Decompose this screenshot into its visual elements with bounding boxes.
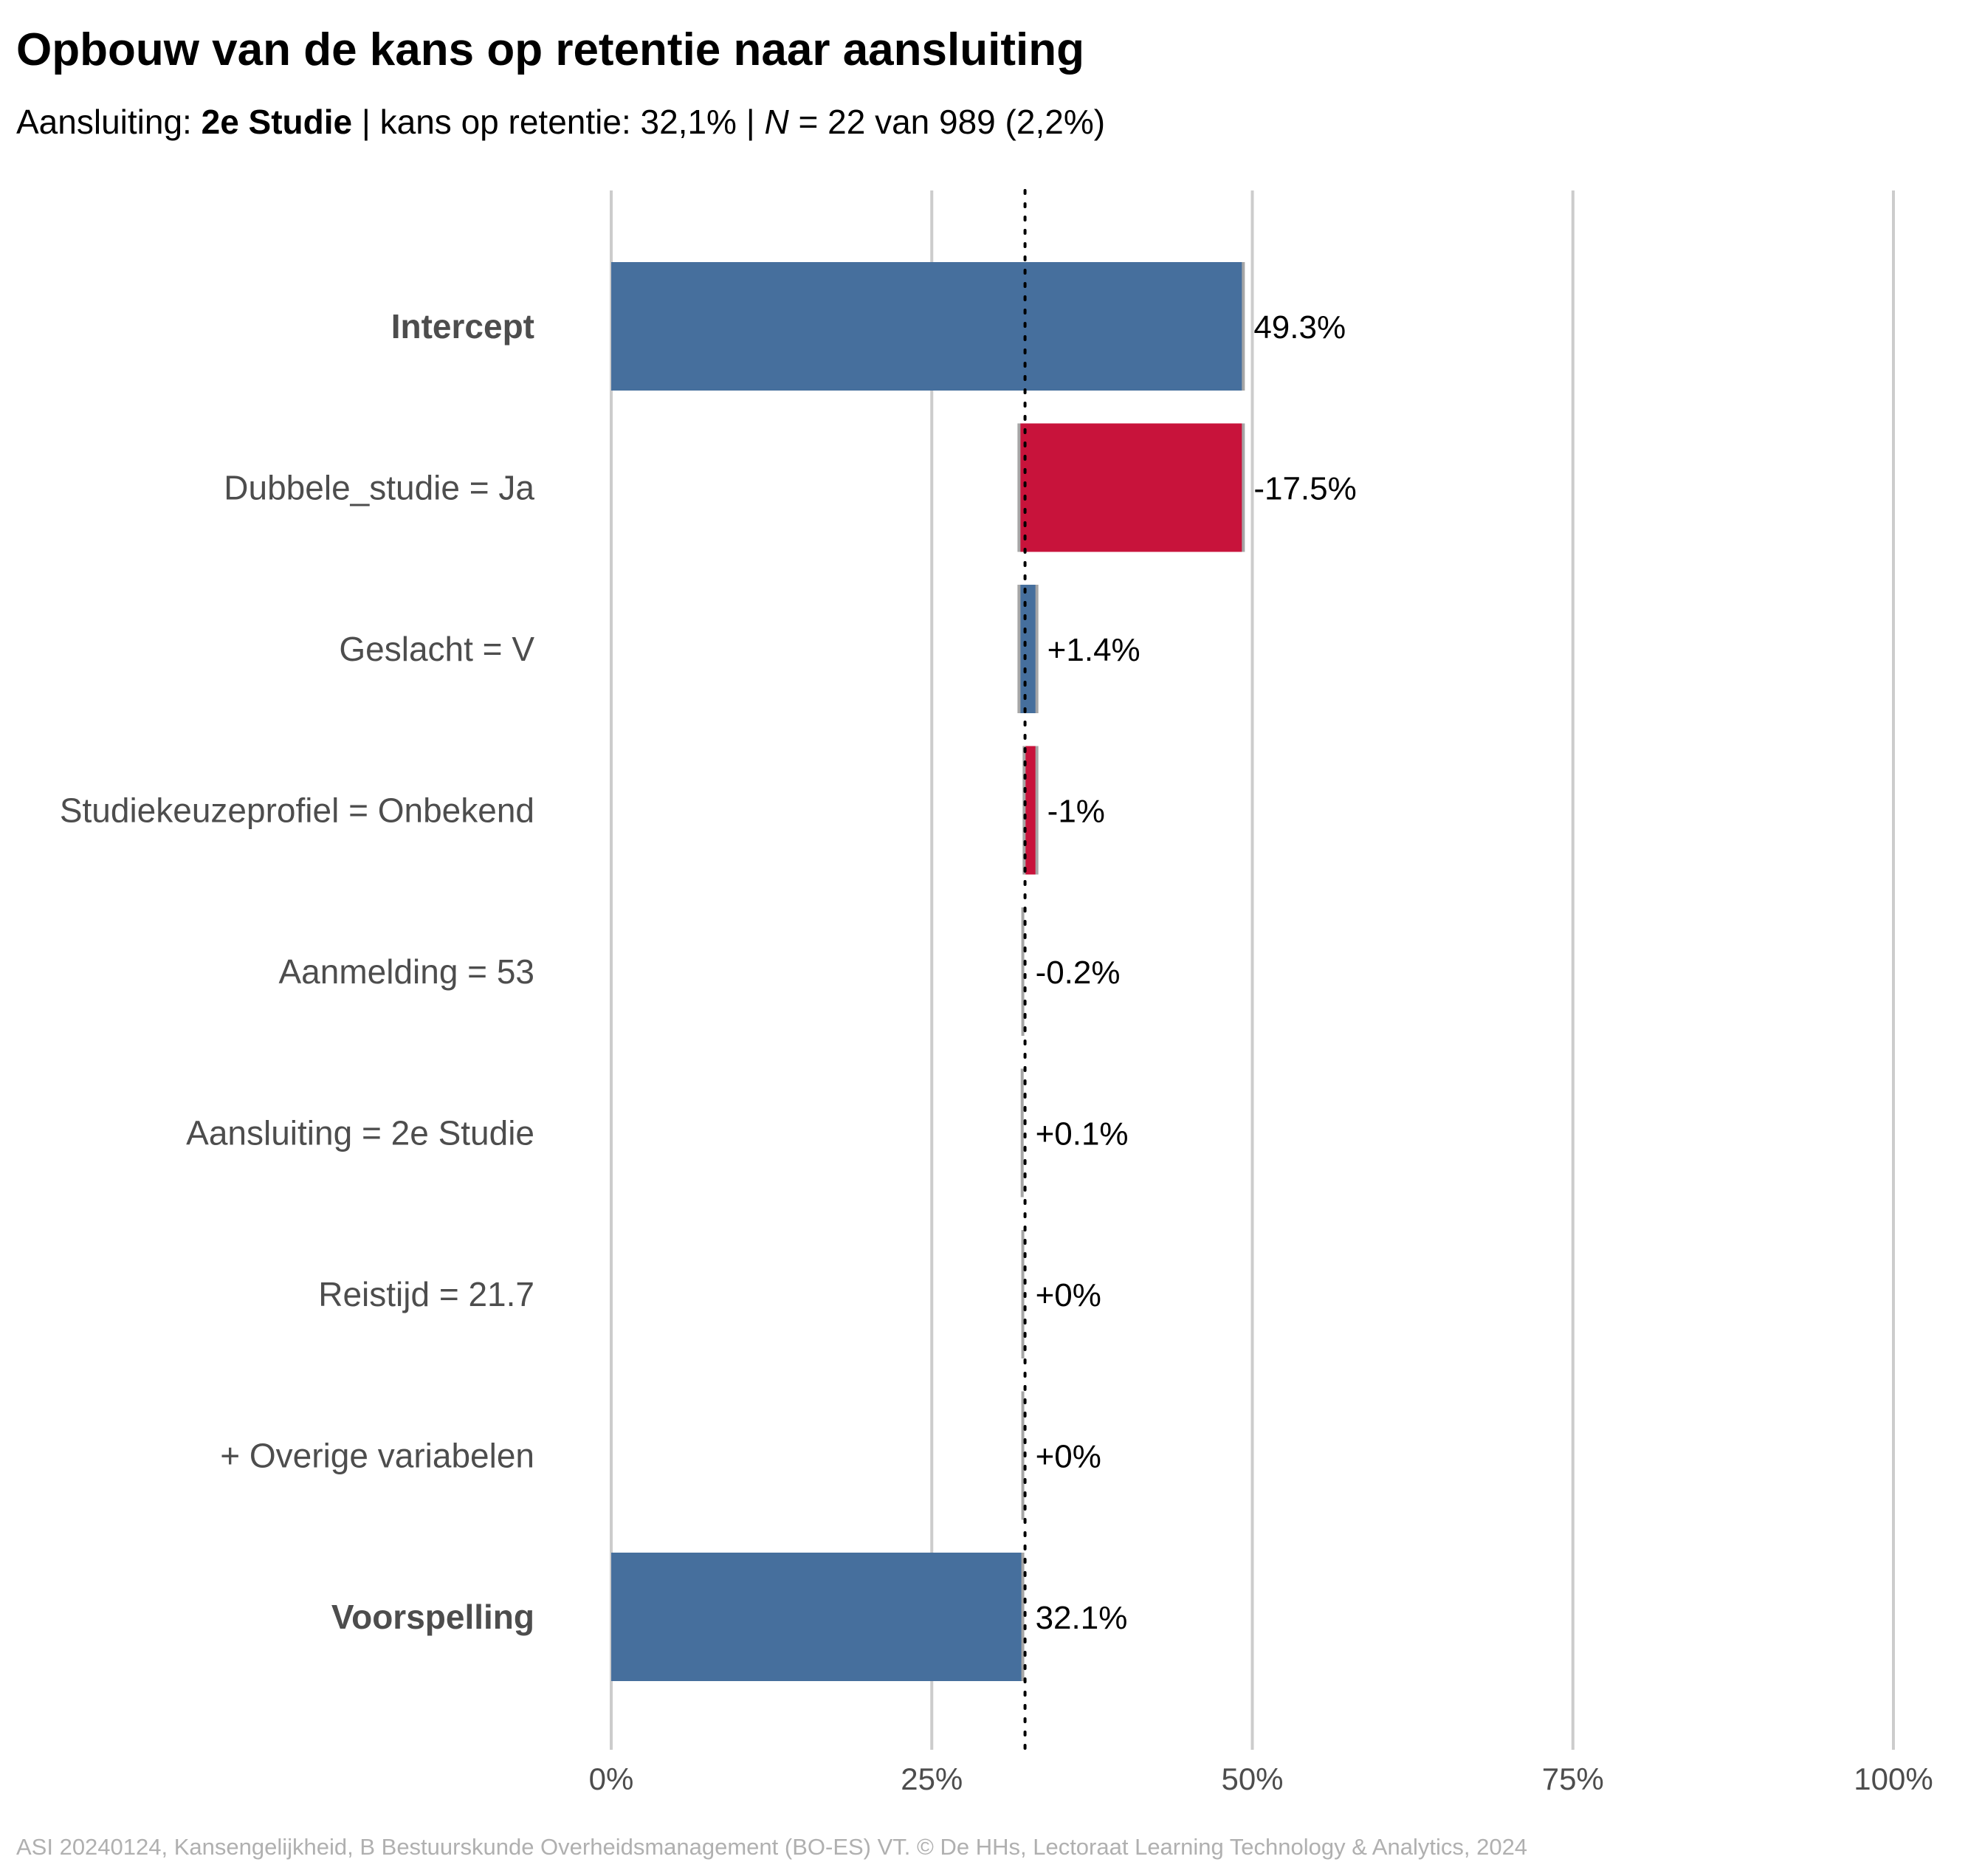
category-label-0: Intercept (391, 307, 534, 346)
subtitle-group: 2e Studie (201, 103, 353, 141)
tick-label-2: 50% (1221, 1762, 1283, 1796)
value-label-5: +0.1% (1036, 1116, 1129, 1152)
category-label-3: Studiekeuzeprofiel = Onbekend (60, 791, 534, 830)
subtitle-prefix: Aansluiting: (16, 103, 202, 141)
bars (611, 262, 1245, 1681)
bar-2 (1019, 585, 1037, 713)
bar-7 (1021, 1391, 1025, 1520)
chart-caption: ASI 20240124, Kansengelijkheid, B Bestuu… (16, 1834, 1528, 1860)
value-label-2: +1.4% (1047, 632, 1140, 668)
subtitle-n-symbol: N (764, 103, 789, 141)
bar-0 (611, 262, 1244, 391)
tick-label-3: 75% (1542, 1762, 1604, 1796)
subtitle-suffix: = 22 van 989 (2,2%) (788, 103, 1106, 141)
tick-label-4: 100% (1854, 1762, 1933, 1796)
category-label-7: + Overige variabelen (220, 1437, 534, 1475)
chart-title: Opbouw van de kans op retentie naar aans… (16, 24, 1084, 75)
tick-labels: 0% 25% 50% 75% 100% (589, 1762, 1933, 1796)
value-label-3: -1% (1047, 794, 1105, 830)
bar-4 (1021, 907, 1025, 1036)
bar-1 (1019, 423, 1244, 552)
tick-label-0: 0% (589, 1762, 634, 1796)
subtitle-middle: | kans op retentie: 32,1% | (352, 103, 765, 141)
bar-3 (1024, 746, 1037, 875)
tick-label-1: 25% (901, 1762, 963, 1796)
value-labels: 49.3% -17.5% +1.4% -1% -0.2% +0.1% +0% +0% 32.1% (1036, 309, 1357, 1636)
value-label-7: +0% (1036, 1439, 1101, 1475)
category-label-5: Aansluiting = 2e Studie (186, 1114, 534, 1152)
category-labels: Intercept Dubbele_studie = Ja Geslacht = V… (60, 307, 535, 1636)
value-label-8: 32.1% (1036, 1600, 1128, 1636)
bar-8 (611, 1553, 1023, 1681)
category-label-2: Geslacht = V (339, 630, 534, 668)
chart-subtitle: Aansluiting: 2e Studie | kans op retenti… (16, 102, 1105, 142)
bar-6 (1021, 1230, 1025, 1358)
category-label-6: Reistijd = 21.7 (318, 1275, 534, 1313)
value-label-4: -0.2% (1036, 955, 1121, 991)
value-label-0: 49.3% (1253, 309, 1346, 346)
value-label-6: +0% (1036, 1277, 1101, 1313)
gridlines (610, 190, 1895, 1750)
category-label-4: Aanmelding = 53 (278, 952, 534, 991)
bar-5 (1020, 1068, 1024, 1198)
category-label-8: Voorspelling (331, 1598, 534, 1636)
value-label-1: -17.5% (1253, 471, 1356, 507)
category-label-1: Dubbele_studie = Ja (224, 469, 534, 507)
